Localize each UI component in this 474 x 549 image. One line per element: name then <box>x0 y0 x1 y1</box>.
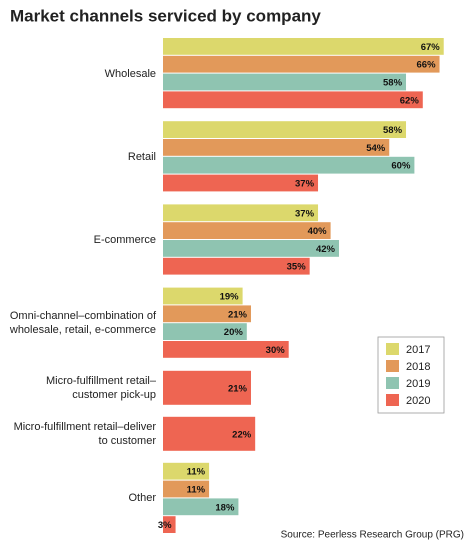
data-label: 58% <box>383 125 403 136</box>
bar <box>163 240 339 257</box>
legend-swatch <box>386 394 399 406</box>
data-label: 37% <box>295 179 315 190</box>
data-label: 11% <box>187 485 206 496</box>
data-label: 22% <box>232 429 252 440</box>
bar <box>163 257 310 275</box>
data-label: 11% <box>187 467 206 478</box>
category-label: Micro-fulfillment retail–customer pick-u… <box>45 374 156 401</box>
category-label: Retail <box>127 150 156 163</box>
data-label: 67% <box>421 42 441 53</box>
legend-label: 2020 <box>406 395 430 407</box>
bar <box>163 462 210 480</box>
data-label: 20% <box>224 327 244 338</box>
bar <box>163 73 407 91</box>
bar <box>163 287 243 305</box>
data-label: 60% <box>391 161 411 172</box>
legend-label: 2019 <box>406 378 430 390</box>
legend-label: 2017 <box>406 344 430 356</box>
source: Source: Peerless Research Group (PRG) <box>281 530 464 541</box>
bar <box>163 305 251 323</box>
category-label: Omni-channel–combination of wholesale, r… <box>9 310 156 337</box>
legend-label: 2018 <box>406 361 430 373</box>
data-label: 58% <box>383 78 403 89</box>
bar <box>163 139 390 156</box>
data-label: 42% <box>316 244 336 255</box>
category-label: Wholesale <box>104 67 156 80</box>
legend-swatch <box>386 377 399 389</box>
data-label: 66% <box>417 60 437 71</box>
bar <box>163 498 239 516</box>
data-label: 54% <box>366 143 386 154</box>
data-label: 18% <box>215 502 235 513</box>
bar <box>163 341 289 358</box>
data-label: 30% <box>266 345 286 356</box>
legend-swatch <box>386 343 399 355</box>
data-label: 21% <box>228 383 248 394</box>
bar <box>163 416 256 451</box>
bar <box>163 121 407 138</box>
chart-title: Market channels serviced by company <box>10 6 321 25</box>
data-label: 37% <box>295 208 315 219</box>
bar <box>163 204 319 222</box>
data-label: 40% <box>308 226 328 237</box>
data-label: 62% <box>400 95 420 106</box>
bar <box>163 91 423 109</box>
bar <box>163 480 210 498</box>
category-label: E-commerce <box>93 234 156 246</box>
bar <box>163 222 331 239</box>
bar <box>163 370 251 405</box>
bar <box>163 174 319 192</box>
data-label: 21% <box>228 309 248 320</box>
category-label: Micro-fulfillment retail–deliver to cust… <box>13 420 156 447</box>
data-label: 35% <box>287 262 307 273</box>
bar <box>163 156 415 174</box>
bar <box>163 55 440 73</box>
category-label: Other <box>128 492 156 505</box>
bar <box>163 323 247 340</box>
bar <box>163 38 444 55</box>
data-label: 19% <box>220 292 240 303</box>
legend-swatch <box>386 360 399 372</box>
bar <box>163 516 176 533</box>
data-label: 3% <box>158 520 172 531</box>
